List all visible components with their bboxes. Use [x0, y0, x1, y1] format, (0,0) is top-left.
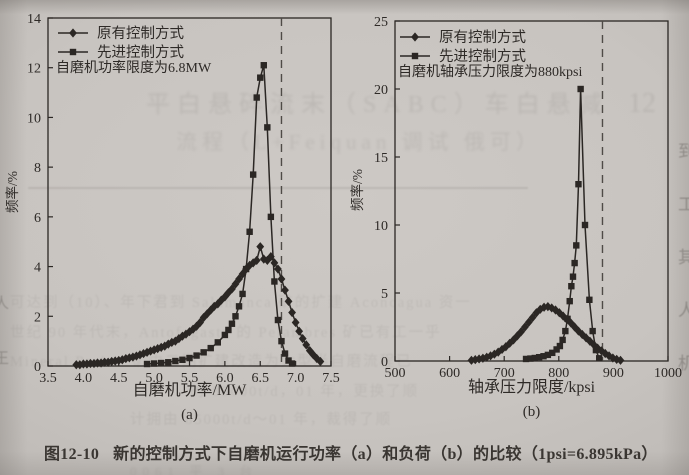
y-axis-title: 频率/%	[349, 169, 365, 211]
figure-caption-text: 新的控制方式下自磨机运行功率（a）和负荷（b）的比较（1psi=6.895kPa…	[113, 446, 658, 463]
ghost-rule-line	[28, 187, 528, 189]
x-axis-title: 轴承压力限度/kpsi	[468, 378, 596, 396]
svg-text:(a): (a)	[181, 407, 198, 423]
svg-text:15: 15	[374, 151, 388, 166]
svg-text:5.0: 5.0	[145, 371, 163, 386]
svg-text:自磨机功率/MW: 自磨机功率/MW	[133, 381, 248, 399]
x-axis-title: 自磨机功率/MW	[133, 381, 248, 399]
y-axis: 0 5 10 15 20 25	[374, 15, 400, 370]
svg-text:轴承压力限度/kpsi: 轴承压力限度/kpsi	[468, 378, 596, 396]
chart-b-bearing-pressure-frequency: 0 5 10 15 20 25 500 600 700 800 900 1000 原有控制方式先进控制方…	[349, 15, 682, 420]
series-square	[522, 85, 603, 363]
series-diamond	[72, 242, 325, 370]
svg-text:先进控制方式: 先进控制方式	[97, 44, 184, 61]
svg-text:500: 500	[385, 366, 406, 381]
x-axis: 3.5 4.0 4.5 5.0 5.5 6.0 6.5 7.0 7.5	[39, 361, 340, 386]
svg-text:6: 6	[34, 211, 41, 226]
series-square	[143, 62, 296, 368]
svg-text:0: 0	[34, 360, 41, 375]
subplot-label: (a)	[181, 407, 198, 423]
x-axis: 500 600 700 800 900 1000	[385, 356, 682, 381]
svg-text:6.0: 6.0	[216, 371, 234, 386]
limit-annotation: 自磨机功率限度为6.8MW	[56, 59, 212, 76]
svg-text:12: 12	[27, 62, 41, 77]
svg-text:900: 900	[603, 366, 624, 381]
svg-text:4.0: 4.0	[75, 371, 93, 386]
svg-text:原有控制方式: 原有控制方式	[439, 29, 526, 46]
svg-text:700: 700	[494, 366, 515, 381]
svg-text:自磨机轴承压力限度为880kpsi: 自磨机轴承压力限度为880kpsi	[398, 64, 582, 80]
svg-text:10: 10	[27, 111, 41, 126]
svg-text:7.5: 7.5	[322, 371, 340, 386]
svg-text:7.0: 7.0	[287, 371, 305, 386]
svg-text:1000: 1000	[654, 366, 682, 381]
svg-text:先进控制方式: 先进控制方式	[439, 48, 526, 65]
chart-a-mill-power-frequency: 0 2 4 6 8 10 12 14 3.5 4.0 4.5 5.0 5.5 6.0 6.5 7.0 7.5 原有…	[4, 12, 340, 423]
svg-text:14: 14	[27, 12, 41, 27]
svg-text:8: 8	[34, 161, 41, 176]
subplot-label: (b)	[523, 404, 541, 420]
limit-annotation: 自磨机轴承压力限度为880kpsi	[398, 64, 582, 80]
figure-caption: 图12-10 新的控制方式下自磨机运行功率（a）和负荷（b）的比较（1psi=6.…	[44, 440, 674, 464]
svg-text:20: 20	[374, 83, 388, 98]
svg-text:3.5: 3.5	[39, 371, 57, 386]
svg-text:原有控制方式: 原有控制方式	[97, 25, 184, 42]
svg-text:4: 4	[34, 261, 41, 276]
svg-text:5: 5	[381, 287, 388, 302]
svg-text:频率/%: 频率/%	[349, 169, 365, 211]
svg-text:600: 600	[439, 366, 460, 381]
svg-text:(b): (b)	[523, 404, 541, 420]
svg-text:5.5: 5.5	[181, 371, 199, 386]
svg-text:0: 0	[381, 355, 388, 370]
svg-text:800: 800	[548, 366, 569, 381]
svg-text:25: 25	[374, 15, 388, 30]
svg-text:4.5: 4.5	[110, 371, 128, 386]
y-axis-title: 频率/%	[4, 171, 20, 213]
y-axis: 0 2 4 6 8 10 12 14	[27, 12, 53, 375]
svg-text:自磨机功率限度为6.8MW: 自磨机功率限度为6.8MW	[56, 59, 212, 76]
svg-text:6.5: 6.5	[252, 371, 270, 386]
svg-text:2: 2	[34, 310, 41, 325]
figure-number: 图12-10	[44, 446, 100, 463]
svg-text:频率/%: 频率/%	[4, 171, 20, 213]
svg-text:10: 10	[374, 219, 388, 234]
